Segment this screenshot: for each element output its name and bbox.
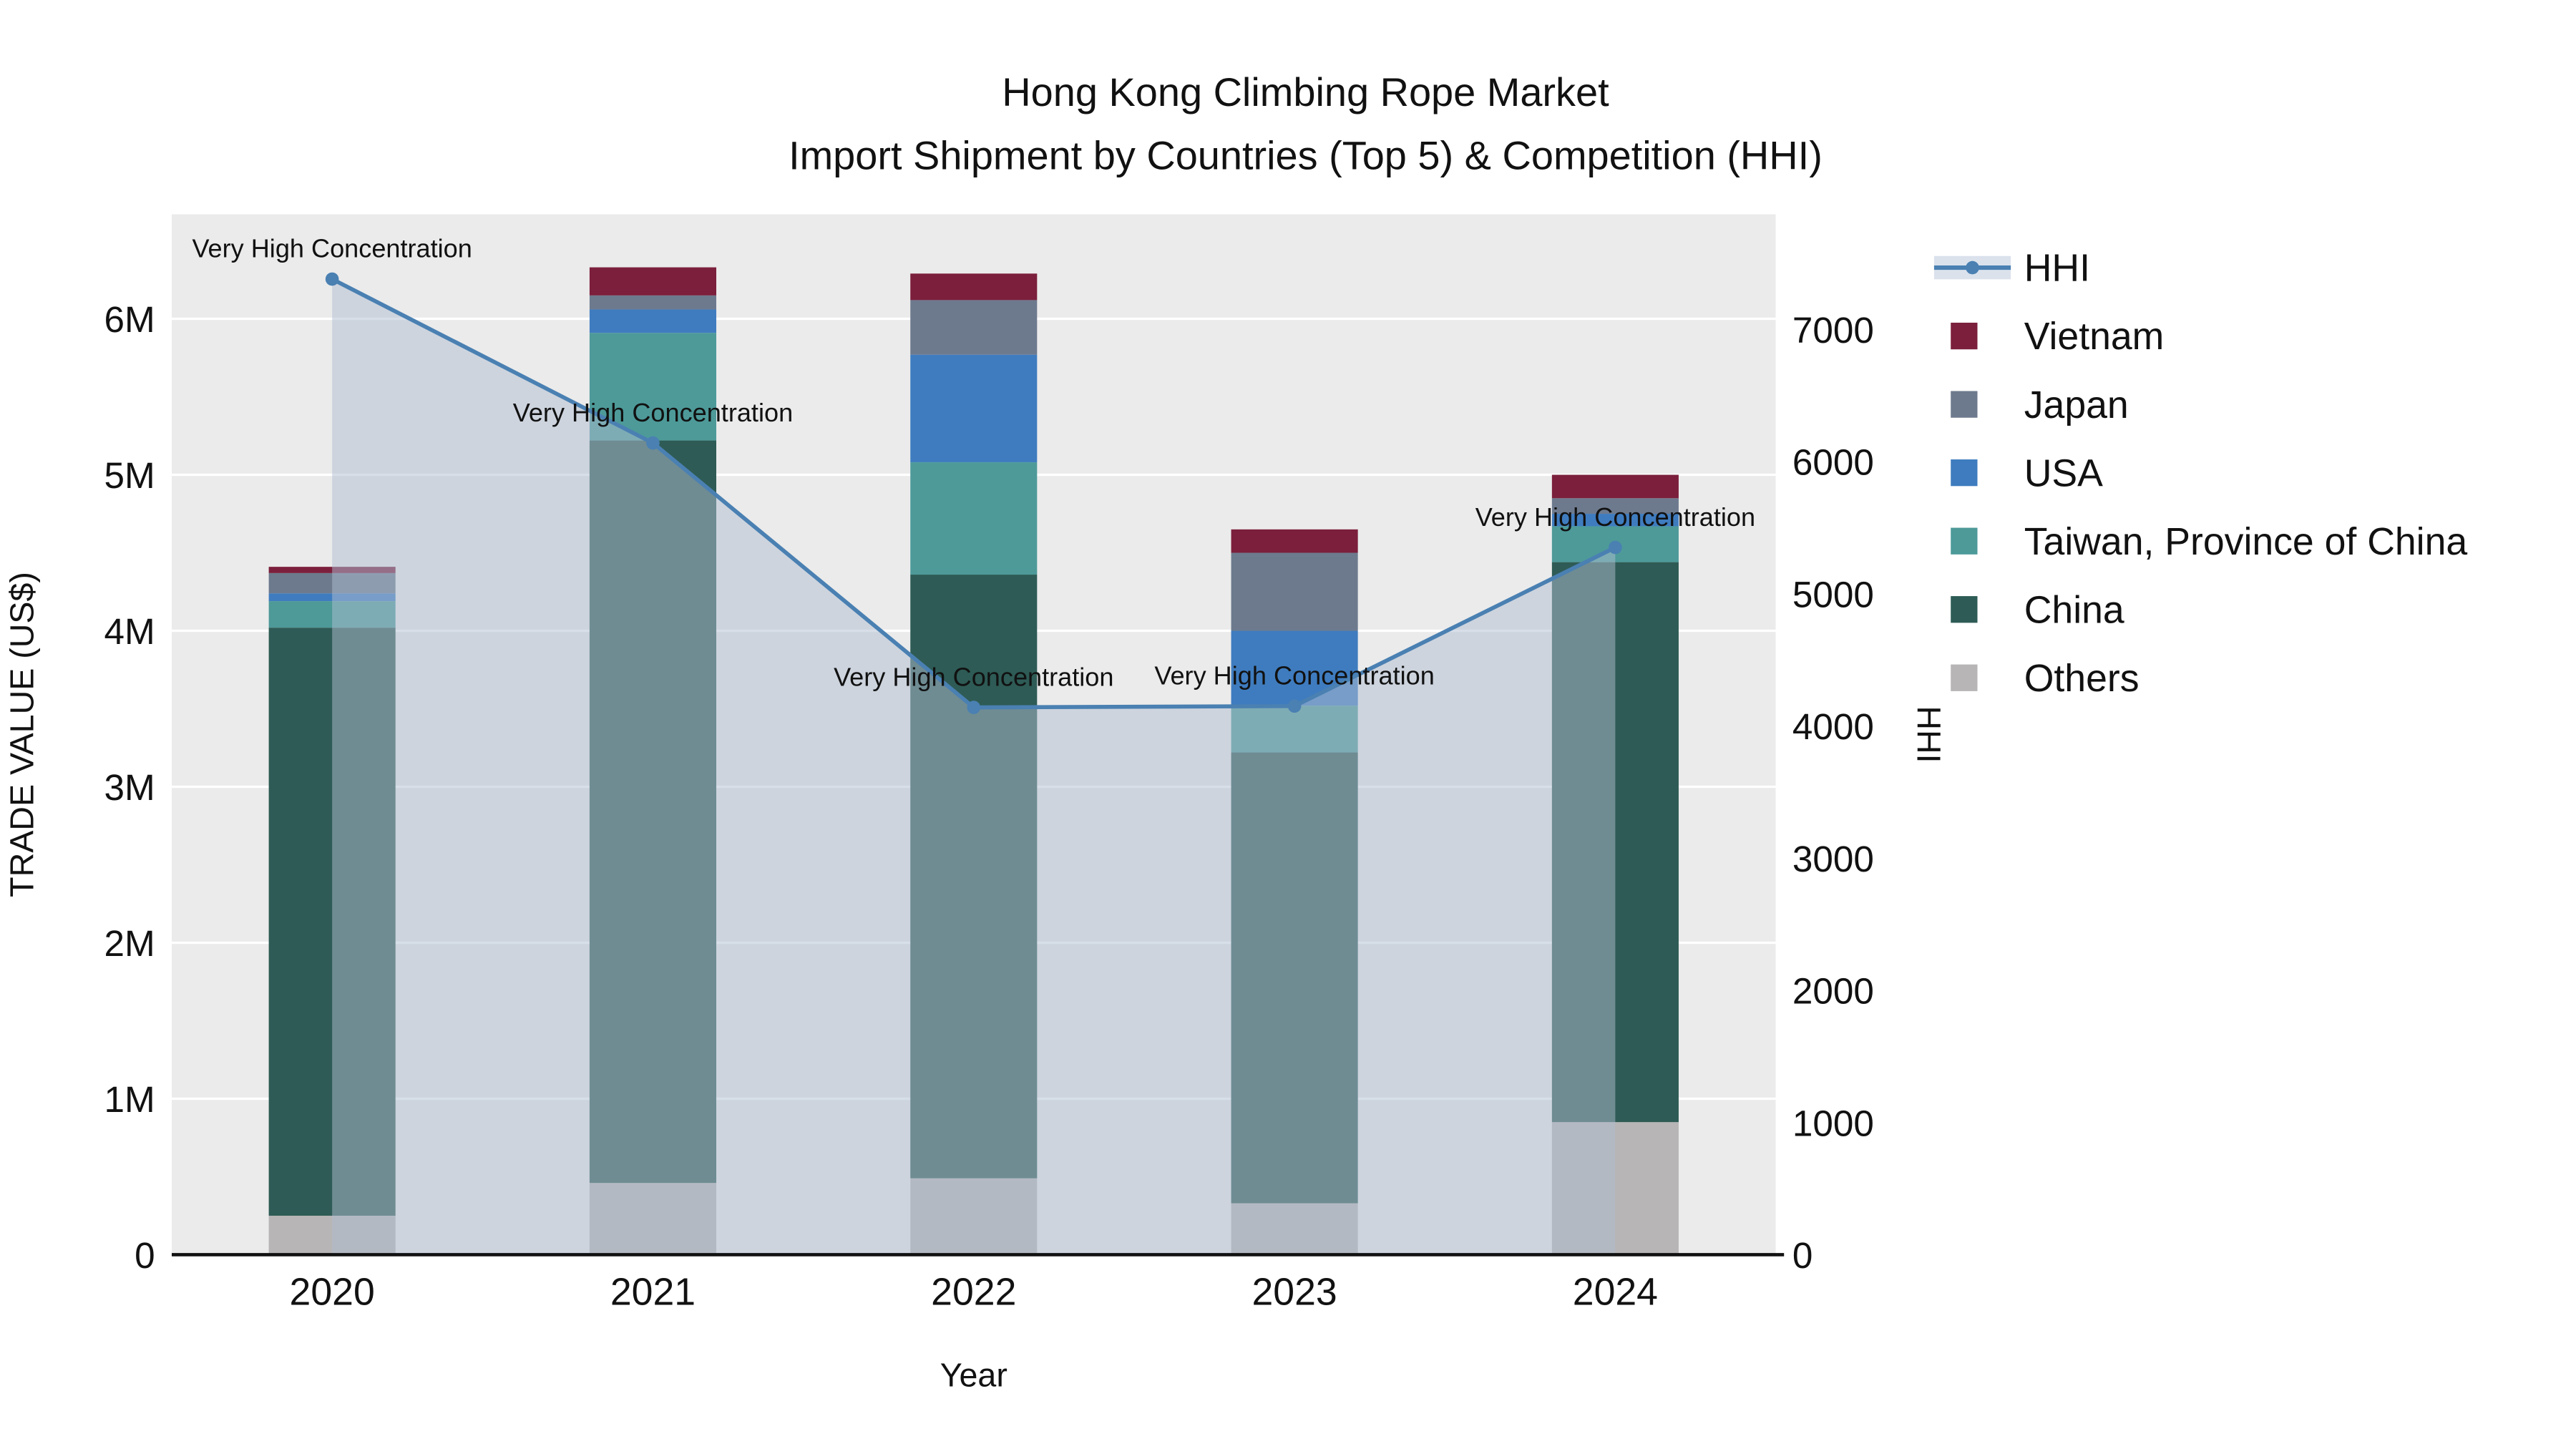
legend-item-vietnam[interactable]: Vietnam (1951, 315, 2164, 358)
hhi-trace-group (325, 272, 1622, 1255)
legend-label-others: Others (2024, 657, 2140, 700)
y-left-tick-label-1m: 1M (104, 1079, 155, 1120)
legend-label-japan: Japan (2024, 384, 2129, 426)
hhi-marker-2021 (646, 436, 660, 450)
bar-segment-2021-vietnam (589, 267, 717, 296)
bar-segment-2021-japan (589, 295, 717, 310)
annotation-2024: Very High Concentration (1475, 502, 1755, 532)
legend-item-taiwan-province-of-china[interactable]: Taiwan, Province of China (1951, 520, 2467, 563)
y-right-tick-label-2000: 2000 (1792, 971, 1874, 1012)
y-left-tick-label-0: 0 (135, 1235, 155, 1276)
bar-segment-2023-vietnam (1231, 529, 1358, 553)
x-tick-label-2020: 2020 (290, 1270, 375, 1313)
legend-label-taiwan-province-of-china: Taiwan, Province of China (2024, 520, 2468, 563)
annotation-2021: Very High Concentration (513, 398, 793, 427)
y-left-tick-label-6m: 6M (104, 299, 155, 340)
hhi-marker-2022 (967, 701, 981, 714)
bar-segment-2024-vietnam (1551, 474, 1679, 499)
y-right-tick-label-4000: 4000 (1792, 706, 1874, 747)
bar-segment-2024-japan (1551, 498, 1679, 514)
chart-title: Hong Kong Climbing Rope Market (1002, 69, 1609, 114)
y-left-tick-labels-group: 0 1M 2M 3M 4M 5M 6M (104, 299, 155, 1276)
legend-color-swatch-usa (1951, 459, 1978, 487)
y-right-tick-label-1000: 1000 (1792, 1103, 1874, 1143)
legend-label-vietnam: Vietnam (2024, 315, 2165, 358)
y-left-tick-label-3m: 3M (104, 767, 155, 808)
y-right-tick-label-5000: 5000 (1792, 574, 1874, 615)
legend-label-hhi: HHI (2024, 247, 2090, 290)
annotations-group: Very High Concentration Very High Concent… (192, 234, 1755, 692)
x-tick-label-2021: 2021 (610, 1270, 696, 1313)
legend-color-swatch-japan (1951, 391, 1978, 418)
legend-color-swatch-china (1951, 596, 1978, 623)
legend-color-swatch-others (1951, 664, 1978, 691)
legend: HHI Vietnam Japan USA Taiwan, Province of Ch… (1933, 247, 2467, 700)
legend-item-usa[interactable]: USA (1951, 452, 2103, 494)
hhi-area (332, 279, 1616, 1255)
bar-segment-2021-usa (589, 309, 717, 333)
legend-color-swatch-taiwan-province-of-china (1951, 527, 1978, 555)
legend-color-swatch-vietnam (1951, 322, 1978, 350)
bar-segment-2023-japan (1231, 552, 1358, 631)
chart-subtitle: Import Shipment by Countries (Top 5) & C… (789, 133, 1823, 178)
legend-label-usa: USA (2024, 452, 2103, 494)
x-tick-label-2023: 2023 (1252, 1270, 1337, 1313)
x-tick-labels-group: 2020 2021 2022 2023 2024 (290, 1270, 1658, 1313)
y-right-tick-labels-group: 0 1000 2000 3000 4000 5000 6000 7000 (1792, 310, 1874, 1276)
legend-item-others[interactable]: Others (1951, 657, 2140, 700)
y-right-tick-label-6000: 6000 (1792, 442, 1874, 483)
y-left-tick-label-4m: 4M (104, 611, 155, 652)
hhi-marker-2023 (1287, 699, 1302, 713)
y-left-axis-title: TRADE VALUE (US$) (4, 572, 41, 897)
legend-label-china: China (2024, 588, 2124, 631)
y-left-tick-label-2m: 2M (104, 923, 155, 964)
x-axis-title: Year (940, 1357, 1008, 1394)
y-right-tick-label-7000: 7000 (1792, 310, 1874, 351)
y-right-tick-label-3000: 3000 (1792, 839, 1874, 879)
legend-hhi-marker-swatch (1966, 260, 1979, 275)
legend-item-hhi[interactable]: HHI (1933, 247, 2090, 290)
y-right-tick-label-0: 0 (1792, 1235, 1813, 1276)
y-right-axis-title: HHI (1911, 706, 1948, 763)
annotation-2022: Very High Concentration (834, 662, 1113, 691)
hhi-marker-2020 (325, 272, 339, 286)
bar-segment-2024-usa (1551, 514, 1679, 527)
legend-item-china[interactable]: China (1951, 588, 2124, 631)
bar-segment-2022-japan (910, 300, 1038, 355)
annotation-2020: Very High Concentration (192, 234, 472, 263)
annotation-2023: Very High Concentration (1154, 660, 1434, 690)
hhi-marker-2024 (1609, 540, 1622, 555)
x-tick-label-2024: 2024 (1573, 1270, 1658, 1313)
legend-item-japan[interactable]: Japan (1951, 384, 2129, 426)
x-tick-label-2022: 2022 (931, 1270, 1016, 1313)
bar-segment-2022-usa (910, 354, 1038, 463)
bar-segment-2022-taiwan-province-of-china (910, 462, 1038, 575)
bar-segment-2022-vietnam (910, 273, 1038, 301)
y-left-tick-label-5m: 5M (104, 455, 155, 496)
